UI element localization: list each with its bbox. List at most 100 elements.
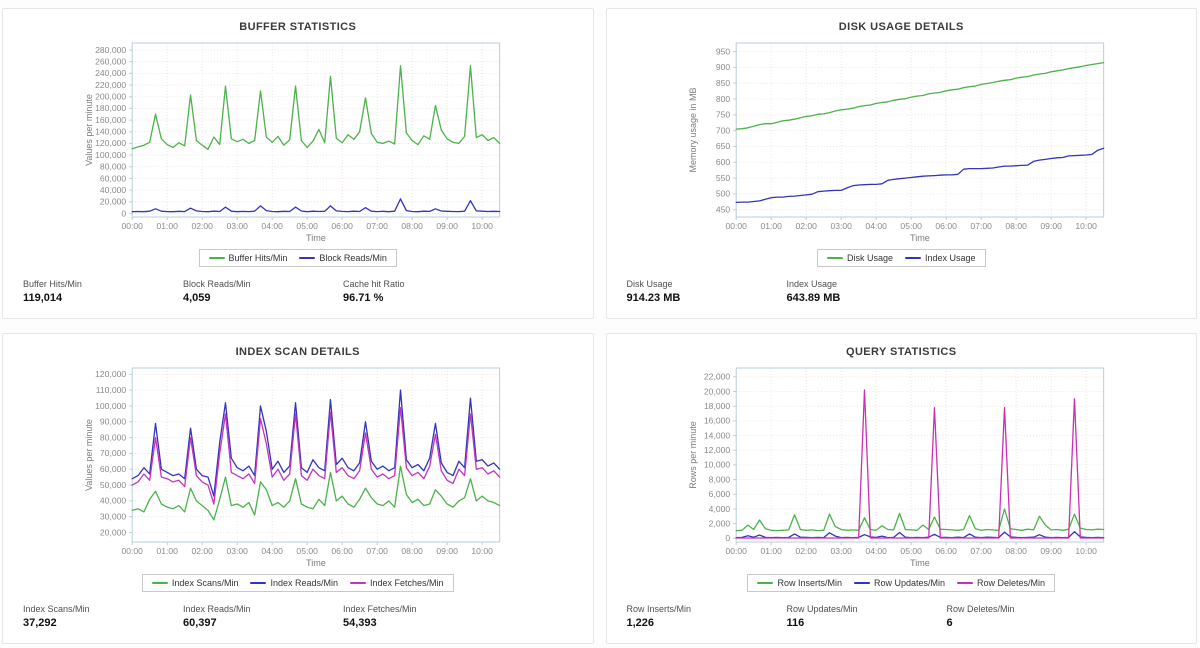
svg-text:6,000: 6,000 bbox=[708, 489, 730, 499]
svg-text:10:00: 10:00 bbox=[1075, 221, 1097, 231]
stat: Disk Usage 914.23 MB bbox=[627, 279, 787, 304]
series-dash-icon bbox=[853, 582, 870, 584]
stat-label: Index Reads/Min bbox=[183, 604, 251, 614]
legend-item[interactable]: Block Reads/Min bbox=[299, 253, 387, 263]
svg-text:4,000: 4,000 bbox=[708, 504, 730, 514]
svg-text:05:00: 05:00 bbox=[296, 221, 318, 231]
svg-text:14,000: 14,000 bbox=[703, 430, 729, 440]
stat-value: 96.71 % bbox=[343, 292, 384, 304]
stat-value: 119,014 bbox=[23, 292, 63, 304]
stat-value: 1,226 bbox=[626, 617, 655, 629]
stat: Index Reads/Min 60,397 bbox=[183, 604, 343, 629]
svg-text:01:00: 01:00 bbox=[760, 546, 782, 556]
svg-text:02:00: 02:00 bbox=[191, 546, 213, 556]
legend-label: Row Updates/Min bbox=[873, 578, 946, 588]
panel-disk-usage-details: DISK USAGE DETAILS 00:00 01:00 02:00 03:00 0… bbox=[605, 8, 1197, 319]
disk-usage-details-chart[interactable]: 00:00 01:00 02:00 03:00 04:00 05:00 06:00 07:00… bbox=[607, 35, 1197, 247]
legend-label: Buffer Hits/Min bbox=[228, 253, 288, 263]
svg-text:10:00: 10:00 bbox=[471, 221, 493, 231]
svg-text:60,000: 60,000 bbox=[100, 464, 126, 474]
svg-text:07:00: 07:00 bbox=[970, 546, 992, 556]
stats-row: Buffer Hits/Min 119,014 Block Reads/Min 4,0… bbox=[3, 279, 593, 304]
svg-text:02:00: 02:00 bbox=[191, 221, 213, 231]
stat-label: Cache hit Ratio bbox=[343, 279, 405, 289]
legend-item[interactable]: Row Updates/Min bbox=[853, 578, 946, 588]
panel-title: QUERY STATISTICS bbox=[845, 346, 957, 358]
svg-text:80,000: 80,000 bbox=[100, 432, 126, 442]
svg-text:22,000: 22,000 bbox=[703, 372, 729, 382]
stat-value: 60,397 bbox=[183, 617, 217, 629]
legend-label: Row Inserts/Min bbox=[777, 578, 842, 588]
svg-text:20,000: 20,000 bbox=[100, 527, 126, 537]
svg-text:180,000: 180,000 bbox=[95, 103, 126, 113]
svg-text:02:00: 02:00 bbox=[795, 221, 817, 231]
legend-wrap: Row Inserts/Min Row Updates/Min Row Delete… bbox=[607, 574, 1197, 592]
svg-text:Time: Time bbox=[910, 558, 930, 568]
svg-text:08:00: 08:00 bbox=[401, 546, 423, 556]
svg-text:20,000: 20,000 bbox=[703, 386, 729, 396]
svg-text:0: 0 bbox=[725, 533, 730, 543]
stat: Row Inserts/Min 1,226 bbox=[627, 604, 787, 629]
svg-text:10,000: 10,000 bbox=[703, 460, 729, 470]
svg-text:04:00: 04:00 bbox=[865, 221, 887, 231]
svg-text:550: 550 bbox=[715, 173, 730, 183]
svg-text:16,000: 16,000 bbox=[703, 416, 729, 426]
svg-text:70,000: 70,000 bbox=[100, 448, 126, 458]
svg-text:04:00: 04:00 bbox=[261, 221, 283, 231]
svg-text:500: 500 bbox=[715, 189, 730, 199]
chart-legend: Index Scans/Min Index Reads/Min Index Fetc… bbox=[141, 574, 454, 592]
svg-text:2,000: 2,000 bbox=[708, 518, 730, 528]
legend-item[interactable]: Index Fetches/Min bbox=[350, 578, 444, 588]
svg-text:01:00: 01:00 bbox=[156, 546, 178, 556]
svg-text:100,000: 100,000 bbox=[95, 150, 126, 160]
svg-text:06:00: 06:00 bbox=[935, 221, 957, 231]
legend-item[interactable]: Buffer Hits/Min bbox=[208, 253, 288, 263]
stat-value: 6 bbox=[946, 617, 953, 629]
buffer-statistics-chart[interactable]: 00:00 01:00 02:00 03:00 04:00 05:00 06:00 07:00… bbox=[3, 35, 593, 247]
legend-label: Index Reads/Min bbox=[270, 578, 339, 588]
legend-item[interactable]: Index Usage bbox=[904, 253, 976, 263]
stat-label: Block Reads/Min bbox=[183, 279, 251, 289]
svg-text:03:00: 03:00 bbox=[226, 221, 248, 231]
svg-text:700: 700 bbox=[715, 125, 730, 135]
stats-row: Disk Usage 914.23 MB Index Usage 643.89 MB bbox=[607, 279, 1197, 304]
stat-value: 37,292 bbox=[23, 617, 57, 629]
stats-row: Row Inserts/Min 1,226 Row Updates/Min 116 Ro… bbox=[607, 604, 1197, 629]
legend-item[interactable]: Disk Usage bbox=[826, 253, 893, 263]
svg-text:100,000: 100,000 bbox=[95, 401, 126, 411]
svg-text:280,000: 280,000 bbox=[95, 45, 126, 55]
svg-text:850: 850 bbox=[715, 78, 730, 88]
index-scan-details-chart[interactable]: 00:00 01:00 02:00 03:00 04:00 05:00 06:00 07:00… bbox=[3, 360, 593, 572]
svg-text:08:00: 08:00 bbox=[1005, 546, 1027, 556]
svg-text:05:00: 05:00 bbox=[900, 546, 922, 556]
svg-text:60,000: 60,000 bbox=[100, 173, 126, 183]
legend-item[interactable]: Row Inserts/Min bbox=[757, 578, 842, 588]
svg-text:40,000: 40,000 bbox=[100, 185, 126, 195]
svg-text:00:00: 00:00 bbox=[121, 221, 143, 231]
series-dash-icon bbox=[299, 257, 316, 259]
series-dash-icon bbox=[250, 582, 267, 584]
svg-text:Time: Time bbox=[306, 558, 326, 568]
stat-label: Row Deletes/Min bbox=[946, 604, 1015, 614]
svg-text:10:00: 10:00 bbox=[471, 546, 493, 556]
stat-label: Row Updates/Min bbox=[786, 604, 858, 614]
svg-text:01:00: 01:00 bbox=[156, 221, 178, 231]
svg-text:8,000: 8,000 bbox=[708, 474, 730, 484]
legend-label: Row Deletes/Min bbox=[977, 578, 1046, 588]
legend-item[interactable]: Row Deletes/Min bbox=[957, 578, 1045, 588]
svg-text:800: 800 bbox=[715, 94, 730, 104]
svg-text:12,000: 12,000 bbox=[703, 445, 729, 455]
panel-title: INDEX SCAN DETAILS bbox=[235, 346, 360, 358]
query-statistics-chart[interactable]: 00:00 01:00 02:00 03:00 04:00 05:00 06:00 07:00… bbox=[607, 360, 1197, 572]
chart-legend: Row Inserts/Min Row Updates/Min Row Delete… bbox=[747, 574, 1056, 592]
svg-text:04:00: 04:00 bbox=[261, 546, 283, 556]
legend-item[interactable]: Index Reads/Min bbox=[250, 578, 338, 588]
legend-label: Index Fetches/Min bbox=[370, 578, 444, 588]
legend-label: Block Reads/Min bbox=[319, 253, 387, 263]
svg-text:50,000: 50,000 bbox=[100, 480, 126, 490]
svg-text:00:00: 00:00 bbox=[725, 546, 747, 556]
chart-legend: Disk Usage Index Usage bbox=[816, 249, 986, 267]
svg-text:01:00: 01:00 bbox=[760, 221, 782, 231]
legend-item[interactable]: Index Scans/Min bbox=[151, 578, 238, 588]
stat: Cache hit Ratio 96.71 % bbox=[343, 279, 503, 304]
